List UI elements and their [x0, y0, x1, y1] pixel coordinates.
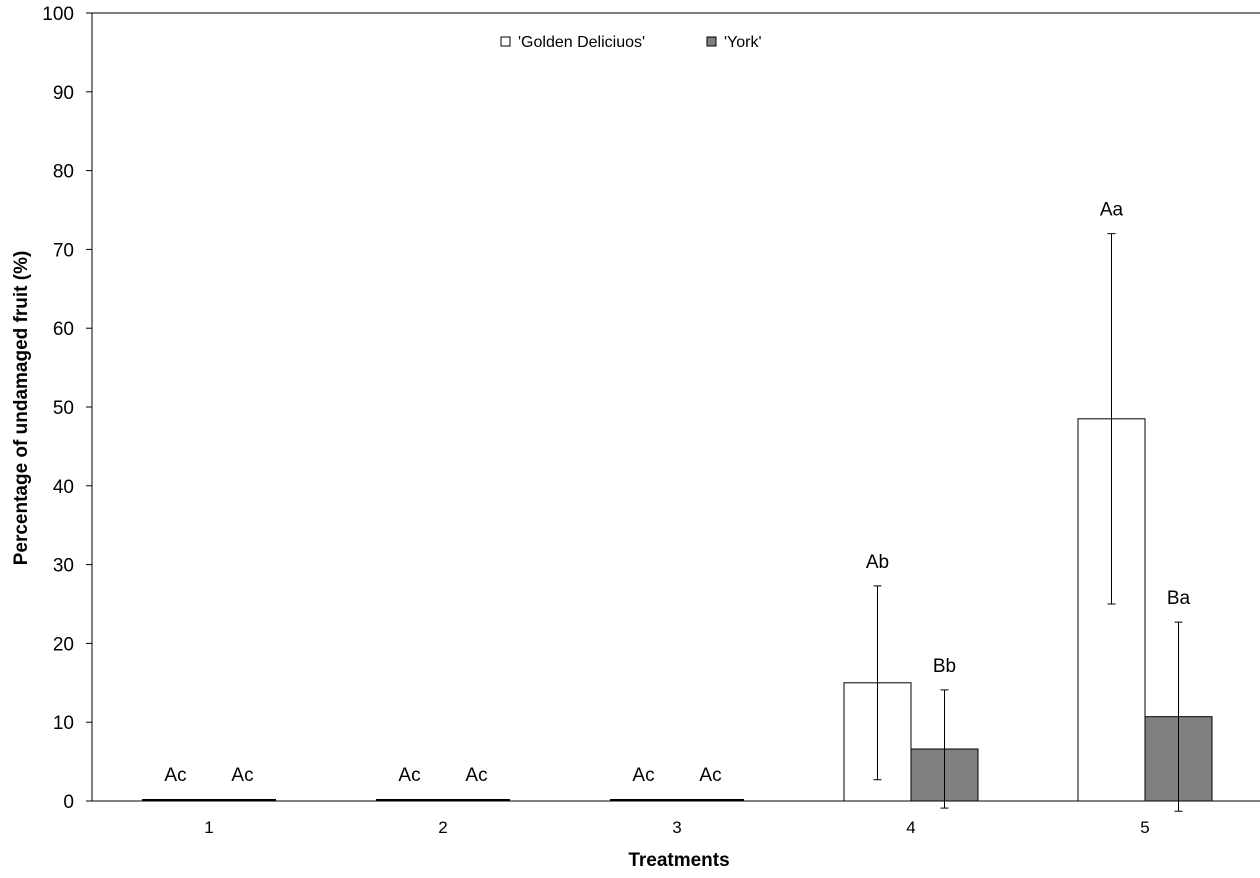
- x-tick-label: 4: [906, 818, 915, 837]
- x-axis-title: Treatments: [628, 850, 729, 871]
- significance-label: Ac: [465, 765, 487, 786]
- legend: 'Golden Deliciuos' 'York': [500, 34, 762, 51]
- significance-label: Aa: [1100, 200, 1124, 221]
- legend-label: 'Golden Deliciuos': [518, 34, 645, 51]
- significance-label: Ab: [866, 552, 889, 573]
- significance-label: Ac: [632, 765, 654, 786]
- legend-swatch: [706, 36, 717, 47]
- y-axis-title: Percentage of undamaged fruit (%): [11, 251, 32, 566]
- y-tick-label: 50: [53, 398, 74, 419]
- y-tick-label: 70: [53, 240, 74, 261]
- legend-item: 'Golden Deliciuos': [500, 34, 645, 51]
- y-tick-label: 0: [63, 792, 74, 813]
- significance-label: Ac: [398, 765, 420, 786]
- axes: 0 10 20 30 40 50 60 70 80 90 100 1 2 3 4 5: [42, 4, 1260, 837]
- y-tick-label: 40: [53, 477, 74, 498]
- legend-label: 'York': [724, 34, 762, 51]
- x-tick-label: 1: [204, 818, 213, 837]
- y-tick-label: 20: [53, 634, 74, 655]
- legend-swatch: [500, 36, 511, 47]
- significance-label: Ac: [164, 765, 186, 786]
- y-tick-label: 60: [53, 319, 74, 340]
- significance-label: Ac: [699, 765, 721, 786]
- bars: [142, 233, 1213, 812]
- y-tick-label: 30: [53, 556, 74, 577]
- y-tick-label: 90: [53, 83, 74, 104]
- significance-label: Ac: [231, 765, 253, 786]
- y-tick-label: 10: [53, 713, 74, 734]
- x-tick-label: 2: [438, 818, 447, 837]
- y-tick-label: 100: [42, 4, 74, 25]
- significance-label: Ba: [1167, 588, 1191, 609]
- x-tick-label: 3: [672, 818, 681, 837]
- x-tick-label: 5: [1140, 818, 1149, 837]
- y-tick-label: 80: [53, 162, 74, 183]
- significance-labels: Ac Ac Ac Ab Aa Ac Ac Ac Bb Ba: [164, 200, 1190, 786]
- significance-label: Bb: [933, 656, 956, 677]
- legend-item: 'York': [706, 34, 762, 51]
